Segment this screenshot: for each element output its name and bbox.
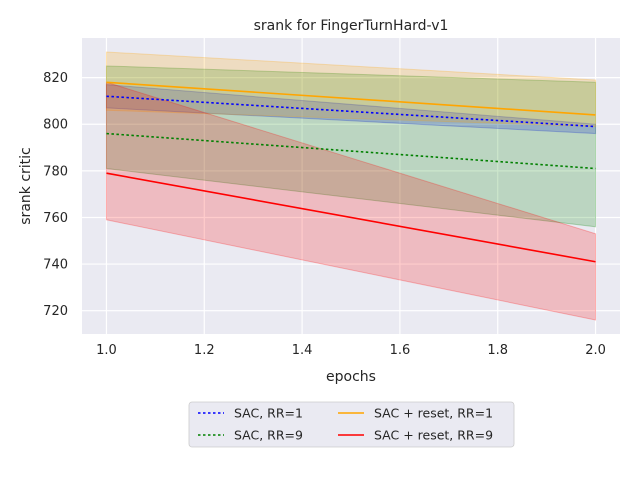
line-series-2 [106,132,596,170]
legend-label: SAC + reset, RR=1 [374,406,493,421]
grid [82,38,620,334]
x-tick-label: 1.2 [194,343,215,358]
legend-label: SAC, RR=1 [234,406,303,421]
band-series-1 [105,84,597,135]
x-tick-label: 1.0 [96,343,117,358]
line-series-1 [106,95,596,128]
y-tick-labels: 720 740 760 780 800 820 [43,71,68,319]
x-axis-label: epochs [326,369,376,385]
x-tick-label: 1.6 [390,343,411,358]
series-lines [106,81,596,263]
y-axis-label: srank critic [18,147,34,224]
line-series-4 [106,172,596,263]
y-tick-label: 740 [43,258,68,273]
y-tick-label: 720 [43,304,68,319]
legend-label: SAC + reset, RR=9 [374,428,493,443]
x-tick-labels: 1.0 1.2 1.4 1.6 1.8 2.0 [96,343,606,358]
chart-title: srank for FingerTurnHard-v1 [254,18,449,34]
line-series-3 [106,81,596,116]
y-tick-label: 820 [43,71,68,86]
legend: SAC, RR=1 SAC, RR=9 SAC + reset, RR=1 SAC +… [188,401,515,448]
y-tick-label: 800 [43,118,68,133]
x-tick-label: 2.0 [585,343,606,358]
x-tick-label: 1.4 [292,343,313,358]
y-tick-label: 760 [43,211,68,226]
x-tick-label: 1.8 [487,343,508,358]
legend-frame [188,401,515,448]
y-tick-label: 780 [43,164,68,179]
legend-label: SAC, RR=9 [234,428,303,443]
